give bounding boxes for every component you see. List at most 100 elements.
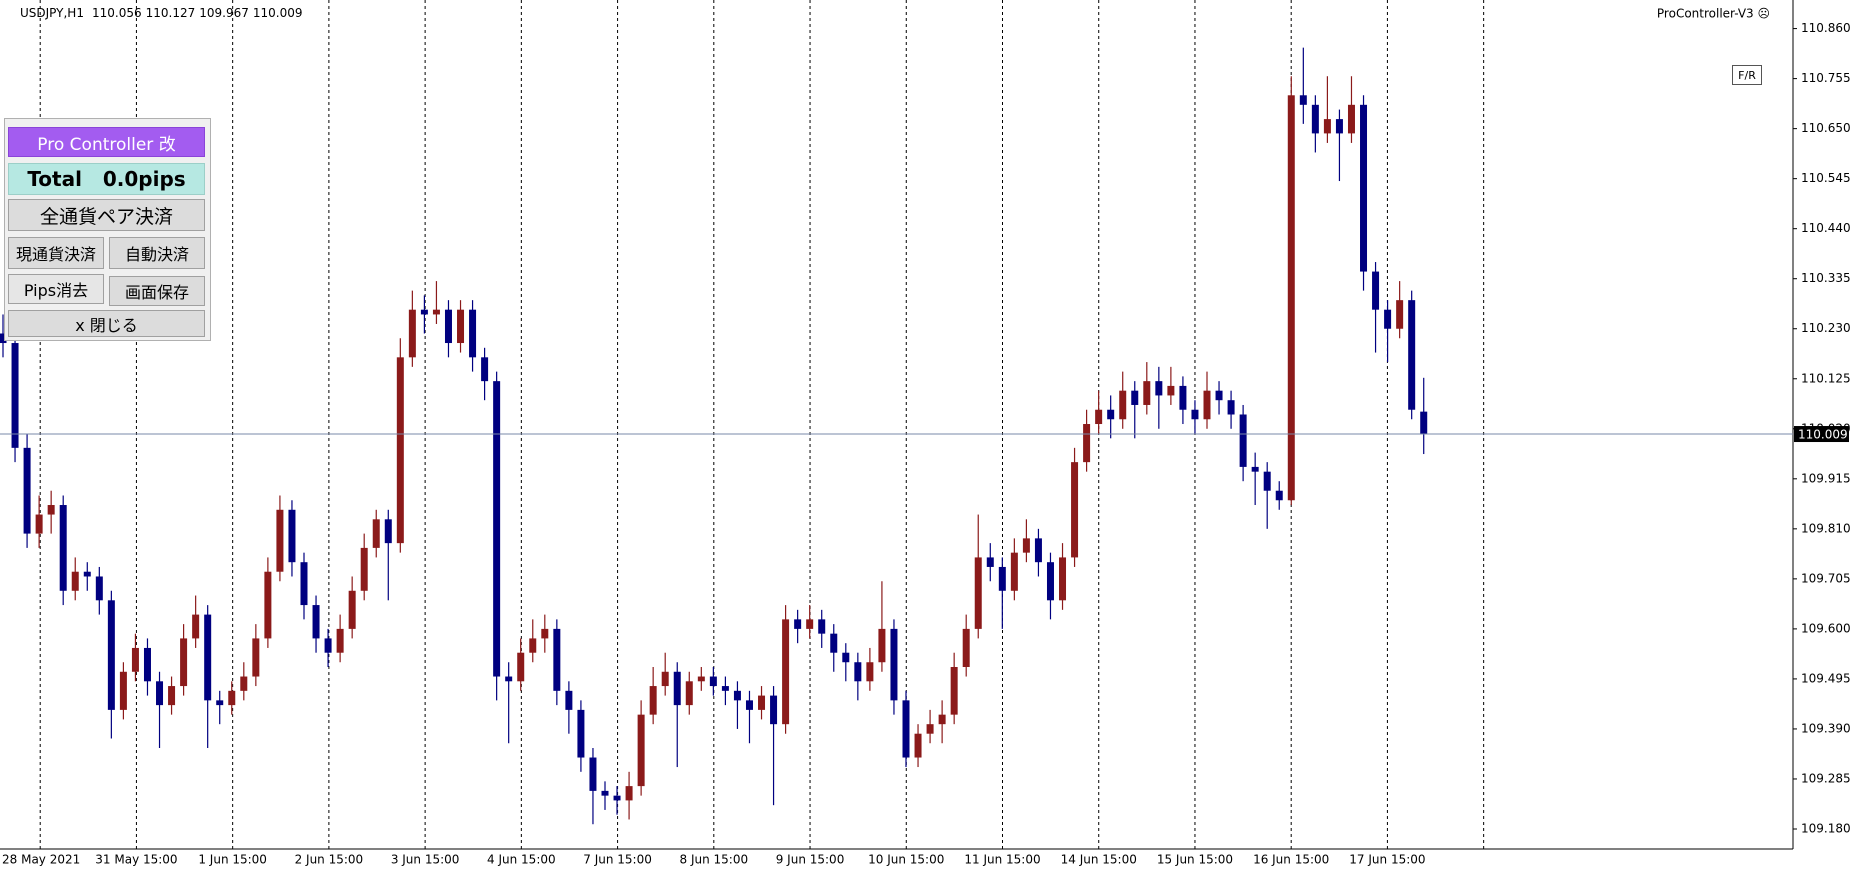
candle-body — [131, 647, 139, 672]
candle-body — [95, 576, 103, 601]
clear-pips-button[interactable]: Pips消去 — [8, 274, 104, 304]
candle-body — [360, 547, 368, 591]
y-tick-label: 110.755 — [1801, 71, 1850, 85]
candle-body — [0, 333, 7, 344]
candle-body — [143, 647, 151, 682]
candle-body — [228, 690, 236, 706]
candle-body — [35, 514, 43, 534]
candle-body — [1046, 562, 1054, 601]
control-panel: Pro Controller 改 Total 0.0pips 全通貨ペア決済 現… — [4, 118, 211, 341]
high: 110.127 — [146, 6, 196, 20]
candle-body — [1384, 309, 1392, 329]
candle-body — [553, 628, 561, 691]
candle-body — [107, 600, 115, 710]
candle-body — [950, 667, 958, 715]
candle-body — [1227, 400, 1235, 415]
candle-body — [938, 714, 946, 725]
candle-body — [444, 309, 452, 344]
candle-body — [758, 695, 766, 710]
candle-body — [974, 557, 982, 629]
candle-body — [216, 700, 224, 706]
candle-body — [1143, 381, 1151, 405]
save-screen-button[interactable]: 画面保存 — [109, 276, 205, 306]
x-tick-label: 2 Jun 15:00 — [295, 853, 364, 867]
close-current-button[interactable]: 現通貨決済 — [8, 237, 104, 269]
candle-body — [890, 628, 898, 701]
candle-body — [252, 638, 260, 677]
candle-body — [1107, 409, 1115, 420]
candle-body — [156, 681, 164, 706]
x-tick-label: 17 Jun 15:00 — [1349, 853, 1425, 867]
y-tick-label: 110.230 — [1801, 321, 1850, 335]
y-tick-label: 110.650 — [1801, 121, 1850, 135]
candle-body — [998, 566, 1006, 591]
candle-body — [288, 509, 296, 563]
candle-body — [721, 686, 729, 691]
candle-body — [240, 676, 248, 691]
candle-body — [1022, 538, 1030, 553]
open: 110.056 — [92, 6, 142, 20]
candle-body — [1335, 119, 1343, 134]
candle-body — [1155, 381, 1163, 396]
candle-body — [83, 571, 91, 577]
candle-body — [1287, 95, 1295, 501]
candle-body — [733, 690, 741, 701]
close-panel-button[interactable]: x 閉じる — [8, 310, 205, 337]
candle-body — [23, 447, 31, 534]
candle-body — [1360, 104, 1368, 272]
candle-body — [926, 724, 934, 734]
fr-button[interactable]: F/R — [1732, 65, 1762, 85]
candle-body — [529, 638, 537, 653]
candle-body — [770, 695, 778, 725]
candle-body — [902, 700, 910, 758]
candle-body — [601, 790, 609, 796]
y-tick-label: 109.600 — [1801, 621, 1850, 635]
symbol: USDJPY,H1 — [20, 6, 84, 20]
price-label: 110.009 — [1798, 428, 1848, 442]
candle-body — [1059, 557, 1067, 601]
candle-body — [408, 309, 416, 358]
candle-body — [517, 652, 525, 682]
close: 110.009 — [253, 6, 303, 20]
candle-body — [168, 686, 176, 706]
y-tick-label: 110.545 — [1801, 171, 1850, 185]
close-all-button[interactable]: 全通貨ペア決済 — [8, 199, 205, 231]
y-tick-label: 110.440 — [1801, 221, 1850, 235]
candle-body — [637, 714, 645, 787]
candle-body — [1311, 104, 1319, 134]
candle-body — [192, 614, 200, 639]
candle-body — [986, 557, 994, 567]
candle-body — [914, 733, 922, 758]
x-tick-label: 11 Jun 15:00 — [964, 853, 1040, 867]
candle-body — [1179, 385, 1187, 410]
x-tick-label: 10 Jun 15:00 — [868, 853, 944, 867]
price-label-bg — [1794, 426, 1849, 443]
candle-body — [180, 638, 188, 687]
candle-body — [1323, 119, 1331, 134]
total-pips: Total 0.0pips — [8, 163, 205, 195]
candle-body — [384, 519, 392, 544]
candle-body — [673, 671, 681, 706]
y-tick-label: 109.705 — [1801, 571, 1850, 585]
candle-body — [854, 662, 862, 682]
candle-body — [866, 662, 874, 682]
low: 109.967 — [199, 6, 249, 20]
candle-body — [1372, 271, 1380, 310]
candle-body — [697, 676, 705, 682]
candle-body — [745, 700, 753, 710]
candle-body — [1071, 462, 1079, 558]
candle-body — [1347, 104, 1355, 134]
candle-body — [505, 676, 513, 682]
candle-body — [625, 786, 633, 801]
candle-body — [1010, 552, 1018, 591]
x-tick-label: 1 Jun 15:00 — [198, 853, 267, 867]
candle-body — [420, 309, 428, 315]
candle-body — [300, 562, 308, 606]
auto-close-button[interactable]: 自動決済 — [109, 237, 205, 269]
candle-body — [577, 709, 585, 758]
candle-body — [649, 686, 657, 715]
candle-body — [830, 633, 838, 653]
candle-body — [264, 571, 272, 639]
candle-body — [818, 619, 826, 634]
x-tick-label: 8 Jun 15:00 — [680, 853, 749, 867]
